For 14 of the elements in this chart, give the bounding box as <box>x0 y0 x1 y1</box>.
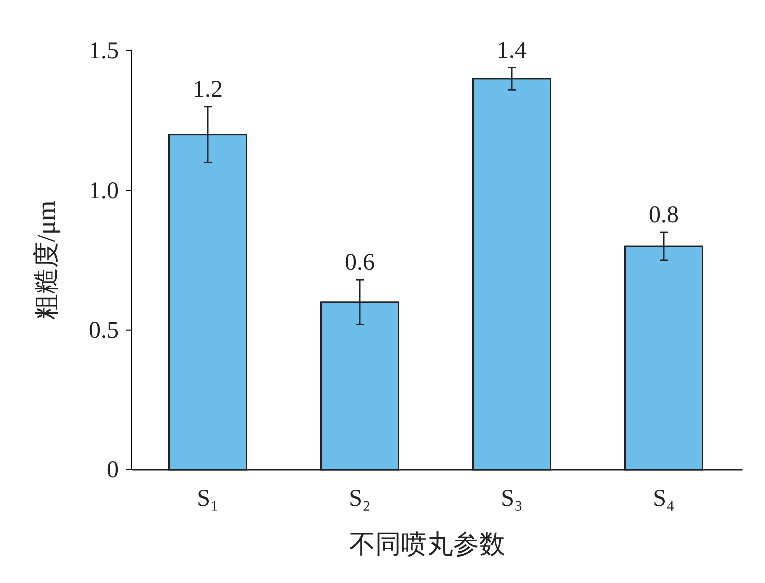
data-label: 1.4 <box>497 38 527 64</box>
x-tick-label: S₂ <box>349 486 371 512</box>
data-label: 0.8 <box>649 202 679 229</box>
x-axis-title: 不同喷丸参数 <box>349 530 506 559</box>
y-tick-label: 1.0 <box>89 178 119 204</box>
x-tick-label: S₄ <box>653 486 675 512</box>
x-tick-label: S₁ <box>197 486 219 512</box>
data-label: 0.6 <box>345 250 375 276</box>
y-tick-label: 0 <box>107 458 119 484</box>
y-tick-label: 1.5 <box>89 38 119 65</box>
y-axis-title: 粗糙度/μm <box>32 200 61 320</box>
x-tick-label: S₃ <box>501 486 523 512</box>
data-label: 1.2 <box>193 76 223 103</box>
y-tick-label: 0.5 <box>89 318 119 344</box>
